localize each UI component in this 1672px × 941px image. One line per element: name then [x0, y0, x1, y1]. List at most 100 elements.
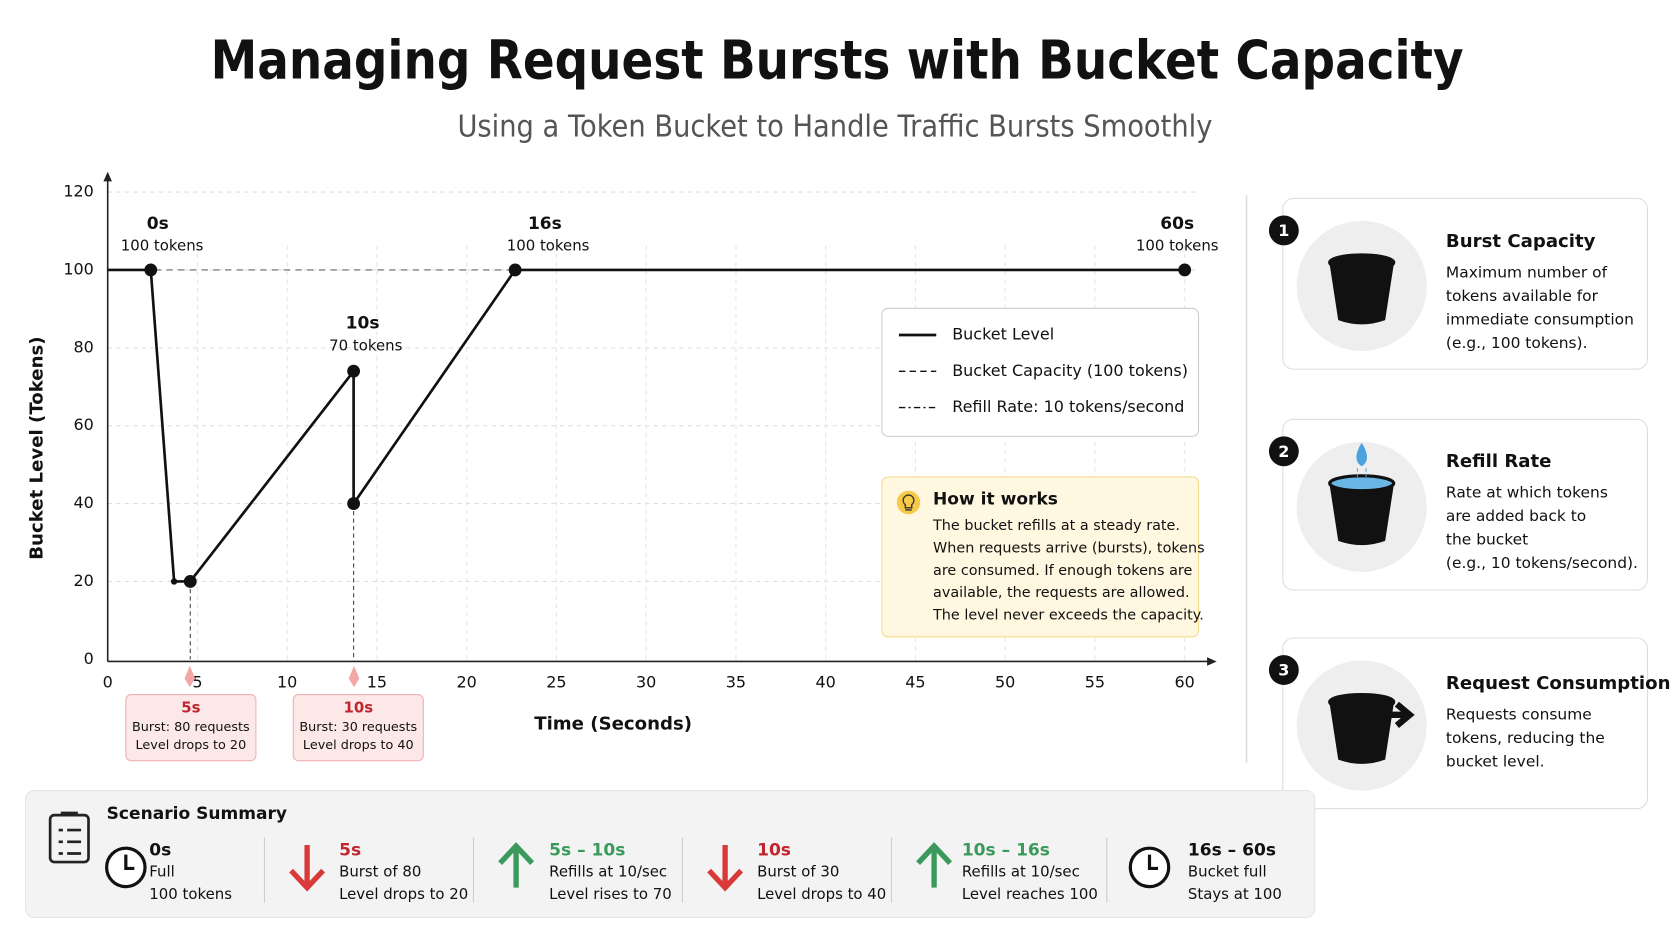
card-text: (e.g., 100 tokens).: [1446, 334, 1588, 352]
x-tick-label: 30: [636, 672, 656, 691]
card-text: Rate at which tokens: [1446, 483, 1608, 501]
x-tick-label: 35: [726, 672, 746, 691]
summary-text: Level reaches 100: [962, 885, 1098, 903]
bucket-body: [1329, 485, 1394, 546]
y-tick-label: 60: [73, 415, 93, 434]
card-number: 2: [1278, 442, 1289, 461]
summary-text: Burst of 80: [339, 863, 421, 881]
point-label-text: 70 tokens: [329, 337, 402, 355]
x-tick-label: 5: [192, 672, 202, 691]
card-text: immediate consumption: [1446, 311, 1634, 329]
x-tick-label: 15: [367, 672, 387, 691]
summary-text: Level drops to 20: [339, 885, 468, 903]
series-line: [107, 268, 1185, 583]
summary-text: Full: [149, 863, 175, 881]
y-axis-title: Bucket Level (Tokens): [26, 336, 47, 559]
burst-marker: [184, 665, 196, 688]
info-title: How it works: [933, 489, 1058, 509]
summary-text: Bucket full: [1188, 863, 1267, 881]
x-tick-label: 10: [277, 672, 297, 691]
subtitle: Using a Token Bucket to Handle Traffic B…: [457, 110, 1212, 145]
summary-time: 10s – 16s: [962, 840, 1050, 860]
info-text: When requests arrive (bursts), tokens: [933, 540, 1205, 556]
y-tick-label: 20: [73, 571, 93, 590]
x-axis-arrow: [1207, 657, 1217, 666]
up-arrow: [916, 842, 953, 888]
card-text: Maximum number of: [1446, 264, 1608, 282]
card-text: tokens, reducing the: [1446, 729, 1605, 747]
summary-box: [25, 790, 1316, 919]
data-point: [508, 263, 522, 277]
card-text: (e.g., 10 tokens/second).: [1446, 554, 1638, 572]
y-axis-arrow: [103, 171, 112, 182]
summary-text: 100 tokens: [149, 885, 232, 903]
card-number: 3: [1278, 661, 1289, 680]
down-arrow: [707, 844, 744, 892]
clipboard-lines: [58, 811, 82, 855]
card-title: Burst Capacity: [1446, 231, 1596, 252]
card-number: 1: [1278, 221, 1289, 240]
bulb-glyph: [902, 494, 915, 511]
x-tick-label: 0: [103, 672, 113, 691]
summary-text: Refills at 10/sec: [962, 863, 1080, 881]
card-title: Refill Rate: [1446, 451, 1552, 472]
point-label-time: 16s: [528, 214, 562, 234]
info-text: The level never exceeds the capacity.: [932, 608, 1204, 624]
data-point: [347, 364, 361, 378]
burst-box: [292, 694, 424, 762]
burst-text: Level drops to 40: [303, 738, 414, 753]
bucket-body: [1329, 704, 1394, 764]
point-label-time: 60s: [1160, 214, 1194, 234]
x-tick-label: 40: [816, 672, 836, 691]
summary-text: Stays at 100: [1188, 885, 1282, 903]
down-arrow: [289, 844, 326, 892]
y-tick-label: 40: [73, 493, 93, 512]
card-text: bucket level.: [1446, 752, 1545, 770]
x-tick-label: 25: [546, 672, 566, 691]
clock-hands: [1147, 854, 1159, 871]
card-text: Requests consume: [1446, 705, 1592, 723]
card-text: tokens available for: [1446, 287, 1599, 305]
x-tick-label: 20: [457, 672, 477, 691]
burst-text: Level drops to 20: [136, 738, 247, 753]
point-label-time: 0s: [147, 214, 169, 234]
card-text: the bucket: [1446, 530, 1528, 548]
x-tick-label: 60: [1175, 672, 1195, 691]
summary-time: 16s – 60s: [1188, 840, 1276, 860]
info-text: available, the requests are allowed.: [933, 585, 1190, 601]
x-tick-label: 55: [1085, 672, 1105, 691]
summary-time: 5s: [339, 840, 361, 860]
info-text: are consumed. If enough tokens are: [933, 563, 1192, 579]
x-axis-title: Time (Seconds): [534, 713, 692, 734]
summary-time: 5s – 10s: [549, 840, 625, 860]
card-text: are added back to: [1446, 507, 1586, 525]
card-number-bg: [1268, 215, 1299, 246]
card-number-bg: [1268, 655, 1299, 685]
bulb-icon: [896, 490, 921, 515]
point-label-text: 100 tokens: [507, 236, 590, 254]
summary-text: Level rises to 70: [549, 885, 672, 903]
card-title: Request Consumption: [1446, 673, 1671, 694]
burst-text: Burst: 30 requests: [299, 720, 417, 735]
burst-box: [125, 694, 257, 762]
bucket-body: [1329, 264, 1394, 325]
info-box: [881, 476, 1200, 638]
burst-time: 10s: [343, 698, 373, 716]
legend-label: Bucket Capacity (100 tokens): [952, 361, 1188, 380]
summary-text: Burst of 30: [757, 863, 839, 881]
burst-time: 5s: [181, 698, 200, 716]
card-number-bg: [1268, 436, 1299, 467]
x-tick-label: 50: [995, 672, 1015, 691]
summary-time: 0s: [149, 840, 171, 860]
summary-title: Scenario Summary: [107, 804, 287, 824]
data-point: [144, 263, 158, 277]
point-label-text: 100 tokens: [1136, 236, 1219, 254]
data-point: [1178, 263, 1192, 277]
legend-label: Bucket Level: [952, 325, 1054, 344]
clock-hands: [124, 854, 135, 871]
up-arrow: [498, 842, 535, 888]
legend-box: [881, 307, 1200, 437]
info-text: The bucket refills at a steady rate.: [932, 518, 1180, 534]
